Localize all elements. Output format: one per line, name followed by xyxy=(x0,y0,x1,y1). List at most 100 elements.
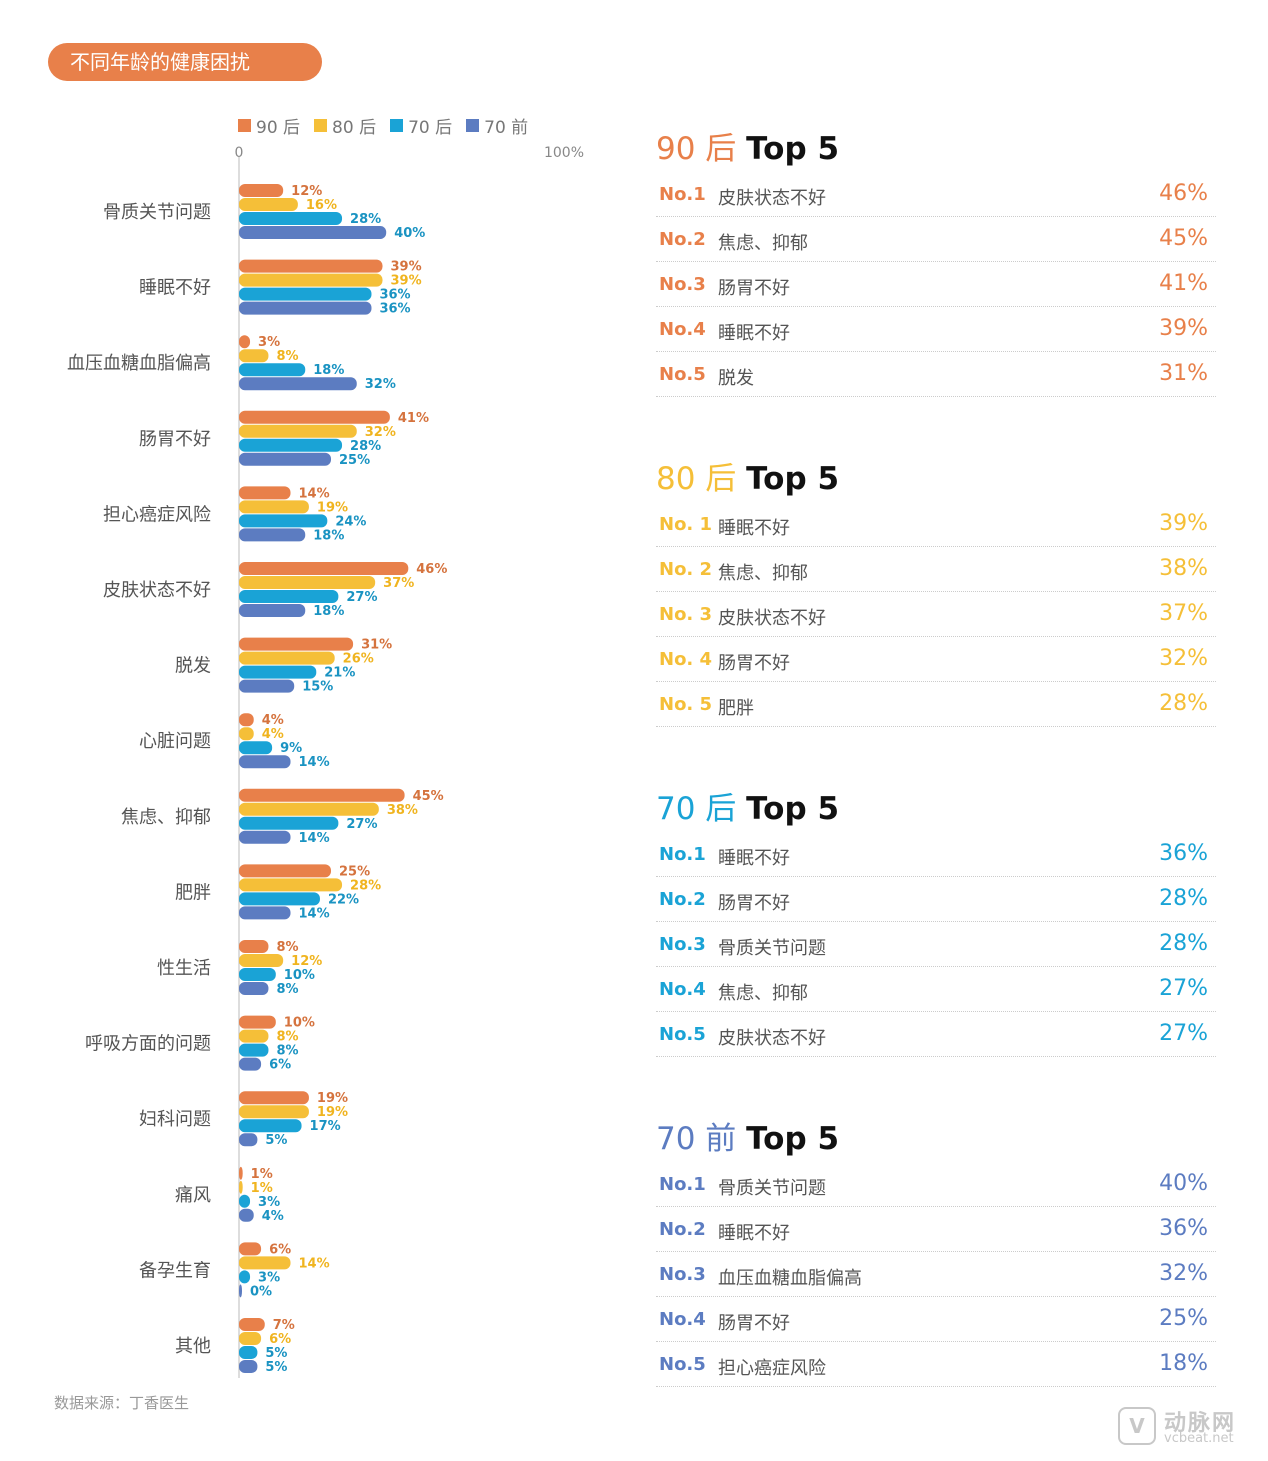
data-label: 28% xyxy=(350,212,381,227)
rank-label: 血压血糖血脂偏高 xyxy=(718,1268,862,1289)
bar xyxy=(239,590,339,603)
bar xyxy=(239,1318,265,1331)
rank-number: No. 3 xyxy=(659,604,713,625)
bar xyxy=(239,226,387,239)
rank-label: 肠胃不好 xyxy=(718,653,790,674)
panel-heading: 70 后 Top 5 xyxy=(656,786,1216,832)
rank-label: 焦虑、抑郁 xyxy=(718,983,808,1004)
data-label: 1% xyxy=(251,1167,273,1182)
legend-label: 90 后 xyxy=(256,118,301,138)
data-label: 40% xyxy=(394,226,425,241)
rank-number: No. 4 xyxy=(659,649,713,670)
data-label: 5% xyxy=(265,1360,287,1375)
rank-label: 睡眠不好 xyxy=(718,518,790,539)
data-label: 6% xyxy=(269,1242,291,1257)
bar xyxy=(239,878,343,892)
bar xyxy=(239,864,331,878)
rank-value: 46% xyxy=(1159,181,1208,206)
panel-generation: 70 前 xyxy=(656,1121,747,1157)
bar xyxy=(239,486,291,500)
bar xyxy=(239,184,284,197)
x-tick-label: 0 xyxy=(235,145,244,161)
bar xyxy=(239,1133,258,1147)
data-label: 3% xyxy=(258,335,280,350)
x-tick-label: 100% xyxy=(544,145,584,161)
bar xyxy=(239,1360,258,1373)
data-label: 25% xyxy=(339,864,370,879)
rank-row: No.3 骨质关节问题 28% xyxy=(656,922,1216,967)
category-label: 脱发 xyxy=(175,656,211,677)
rank-value: 38% xyxy=(1159,556,1208,581)
rank-row: No.1 睡眠不好 36% xyxy=(656,832,1216,877)
legend-item: 70 后 xyxy=(390,113,452,138)
bar xyxy=(239,335,251,349)
data-label: 8% xyxy=(276,982,298,997)
data-label: 14% xyxy=(299,755,330,770)
rank-label: 担心癌症风险 xyxy=(718,1358,826,1379)
bar xyxy=(239,377,357,391)
logo-name-cn: 动脉网 xyxy=(1164,1411,1237,1436)
rank-label: 肥胖 xyxy=(718,698,754,719)
legend-item: 70 前 xyxy=(466,113,528,138)
rank-value: 39% xyxy=(1159,316,1208,341)
top5-panel: 70 后 Top 5 No.1 睡眠不好 36% No.2 肠胃不好 28% No.3 骨质关节… xyxy=(656,786,1216,1057)
category-label: 心脏问题 xyxy=(139,731,211,752)
panel-heading: 70 前 Top 5 xyxy=(656,1116,1216,1162)
rank-label: 肠胃不好 xyxy=(718,278,790,299)
rank-value: 31% xyxy=(1159,361,1208,386)
panel-top-label: Top 5 xyxy=(746,791,840,827)
bar xyxy=(239,665,317,679)
data-label: 10% xyxy=(284,968,315,983)
bar xyxy=(239,438,343,452)
rank-row: No.2 肠胃不好 28% xyxy=(656,877,1216,922)
rank-number: No.1 xyxy=(659,1174,706,1195)
rank-number: No.3 xyxy=(659,1264,706,1285)
rank-number: No.2 xyxy=(659,1219,706,1240)
logo-name-en: vcbeat.net xyxy=(1164,1431,1234,1446)
logo-icon: V xyxy=(1118,1407,1156,1445)
data-label: 8% xyxy=(276,940,298,955)
rank-label: 骨质关节问题 xyxy=(718,938,826,959)
bar xyxy=(239,830,291,844)
data-label: 5% xyxy=(265,1133,287,1148)
rank-value: 27% xyxy=(1159,976,1208,1001)
data-label: 32% xyxy=(365,377,396,392)
data-label: 6% xyxy=(269,1058,291,1073)
bar xyxy=(239,1119,302,1133)
category-label: 肥胖 xyxy=(175,882,211,903)
bar xyxy=(239,982,269,995)
data-label: 46% xyxy=(416,562,447,577)
bar xyxy=(239,562,409,575)
data-label: 18% xyxy=(313,528,344,543)
rank-number: No.4 xyxy=(659,319,706,340)
data-label: 17% xyxy=(310,1119,341,1134)
category-label: 焦虑、抑郁 xyxy=(121,807,211,828)
data-label: 12% xyxy=(291,184,322,199)
rank-value: 45% xyxy=(1159,226,1208,251)
data-label: 37% xyxy=(383,576,414,591)
panel-generation: 80 后 xyxy=(656,461,747,497)
data-label: 32% xyxy=(365,425,396,440)
data-label: 16% xyxy=(306,198,337,213)
panel-heading: 80 后 Top 5 xyxy=(656,456,1216,502)
rank-number: No.3 xyxy=(659,934,706,955)
category-label: 呼吸方面的问题 xyxy=(85,1034,211,1055)
rank-value: 28% xyxy=(1159,691,1208,716)
bar xyxy=(239,637,354,651)
rank-number: No.1 xyxy=(659,844,706,865)
rank-number: No.5 xyxy=(659,1354,706,1375)
data-label: 31% xyxy=(361,638,392,653)
bar xyxy=(239,816,339,830)
rank-number: No.2 xyxy=(659,229,706,250)
rank-row: No.5 担心癌症风险 18% xyxy=(656,1342,1216,1387)
data-label: 8% xyxy=(276,1044,298,1059)
rank-row: No.2 焦虑、抑郁 45% xyxy=(656,217,1216,262)
rank-number: No.4 xyxy=(659,1309,706,1330)
rank-row: No.4 焦虑、抑郁 27% xyxy=(656,967,1216,1012)
bar xyxy=(239,1043,269,1057)
rank-number: No.5 xyxy=(659,1024,706,1045)
bar xyxy=(239,1256,291,1270)
rank-row: No.2 睡眠不好 36% xyxy=(656,1207,1216,1252)
data-label: 41% xyxy=(398,411,429,426)
data-label: 24% xyxy=(335,514,366,529)
